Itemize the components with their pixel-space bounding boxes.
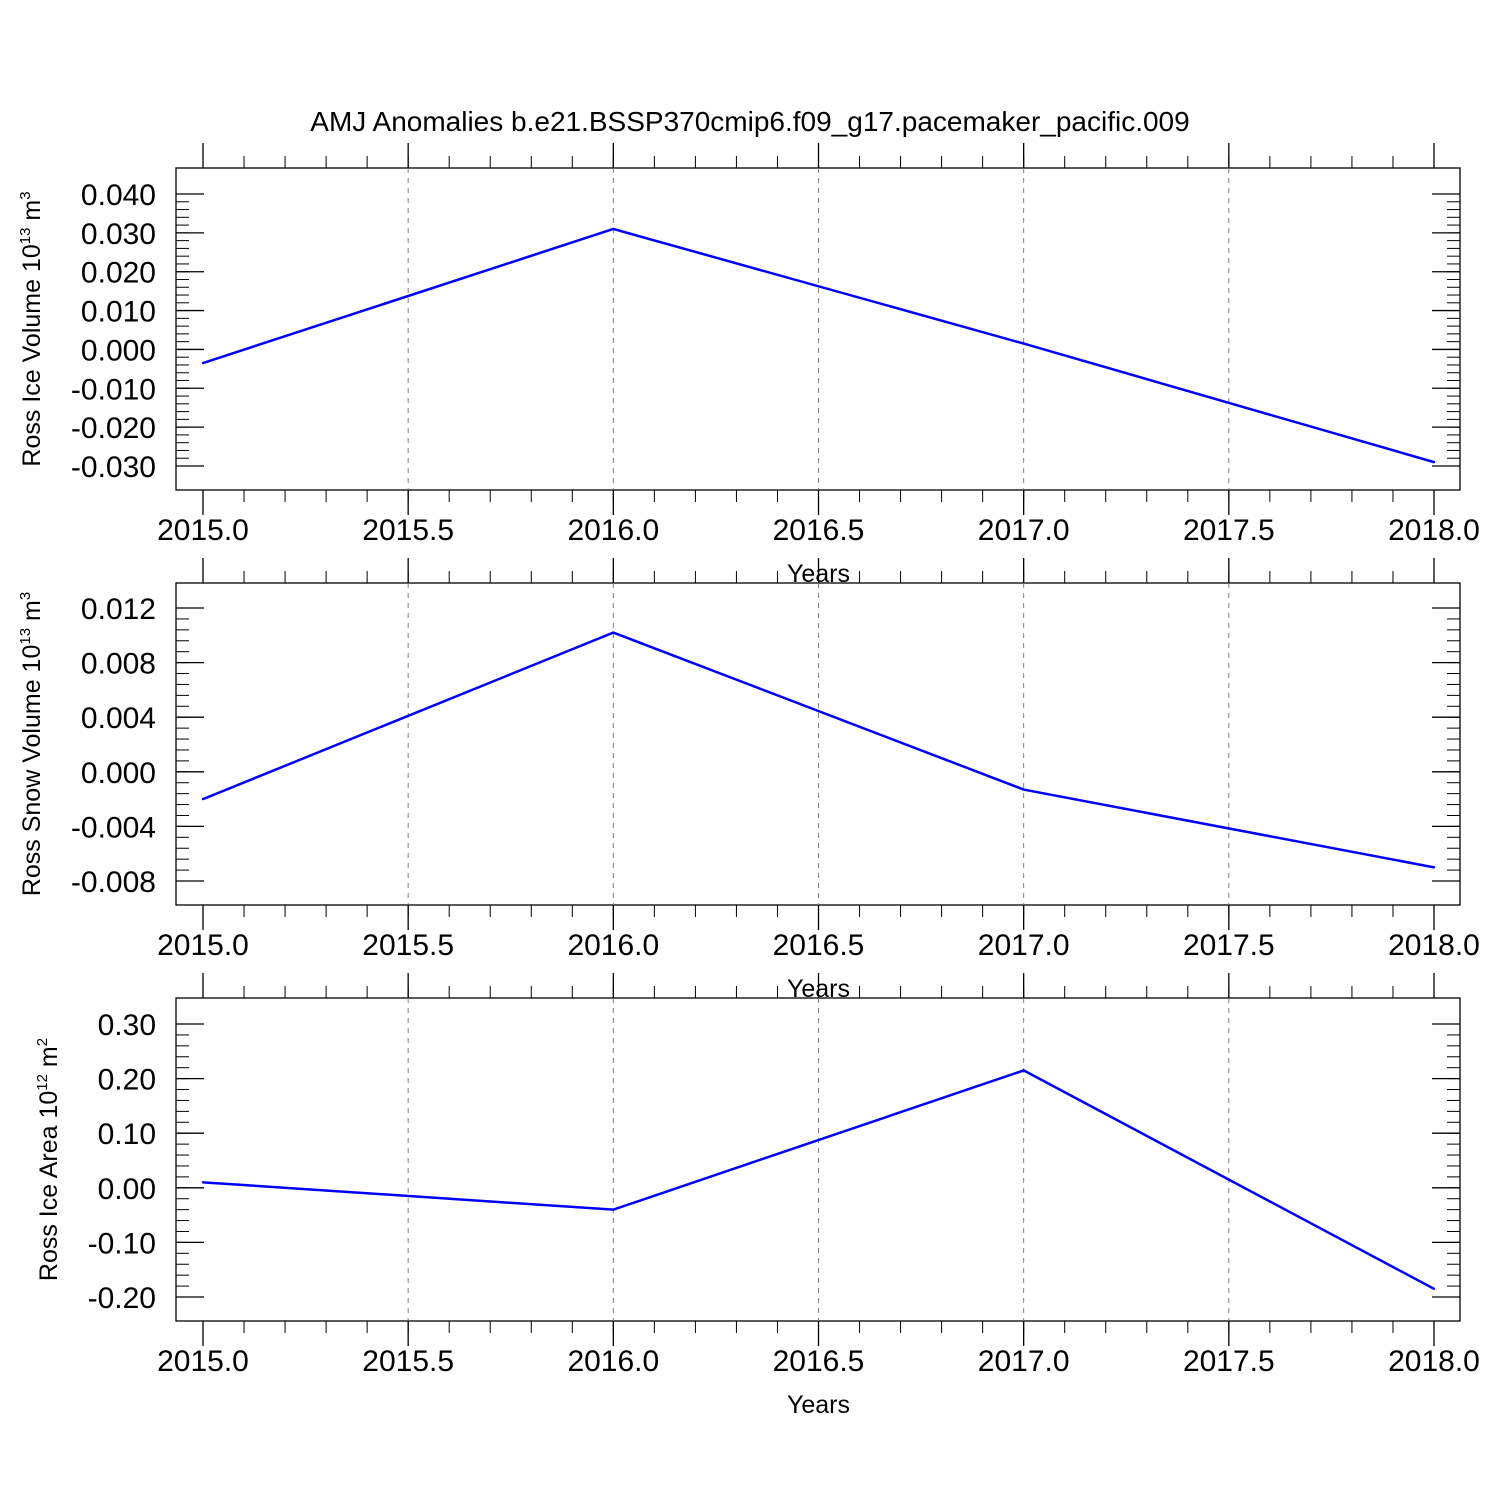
y-tick-label: 0.020 bbox=[81, 257, 156, 290]
x-tick-label: 2016.5 bbox=[773, 514, 865, 547]
y-tick-label: -0.10 bbox=[88, 1227, 156, 1260]
x-tick-label: 2016.0 bbox=[567, 514, 659, 547]
data-point bbox=[1432, 460, 1436, 464]
data-point bbox=[612, 631, 615, 634]
x-tick-label: 2017.5 bbox=[1183, 514, 1275, 547]
y-tick-label: 0.040 bbox=[81, 179, 156, 212]
x-tick-label: 2018.0 bbox=[1388, 929, 1480, 962]
x-tick-label: 2015.5 bbox=[362, 1345, 454, 1378]
data-point bbox=[201, 797, 205, 801]
data-point bbox=[612, 1208, 615, 1211]
data-point bbox=[1022, 788, 1025, 791]
chart-panel-1: 2015.0 2015.5 2016.0 2016.5 2017.0 2017.5 2018… bbox=[17, 143, 1480, 588]
x-tick-label: 2018.0 bbox=[1388, 514, 1480, 547]
x-tick-label: 2016.0 bbox=[567, 1345, 659, 1378]
x-tick-label: 2016.5 bbox=[773, 929, 865, 962]
chart-panel-2: 2015.0 2015.5 2016.0 2016.5 2017.0 2017.5 2018… bbox=[17, 558, 1480, 1003]
x-tick-label: 2015.0 bbox=[157, 1345, 249, 1378]
y-tick-label: -0.004 bbox=[71, 811, 156, 844]
x-tick-label: 2015.5 bbox=[362, 514, 454, 547]
y-axis-label: Ross Ice Area 1012 m2 bbox=[34, 1038, 63, 1281]
y-tick-label: 0.012 bbox=[81, 593, 156, 626]
x-tick-label: 2015.0 bbox=[157, 929, 249, 962]
y-tick-label: -0.010 bbox=[71, 373, 156, 406]
y-tick-label: 0.30 bbox=[98, 1009, 156, 1042]
y-tick-label: 0.030 bbox=[81, 218, 156, 251]
series-line bbox=[202, 631, 1435, 869]
data-point bbox=[612, 227, 615, 231]
x-tick-label: 2015.5 bbox=[362, 929, 454, 962]
chart-title: AMJ Anomalies b.e21.BSSP370cmip6.f09_g17… bbox=[310, 106, 1189, 137]
x-tick-label: 2017.5 bbox=[1183, 1345, 1275, 1378]
data-point bbox=[201, 361, 205, 365]
y-tick-label: 0.000 bbox=[81, 757, 156, 790]
data-point bbox=[1432, 866, 1436, 869]
y-tick-label: 0.008 bbox=[81, 648, 156, 681]
y-tick-label: 0.00 bbox=[98, 1173, 156, 1206]
data-point bbox=[1432, 1287, 1436, 1291]
y-tick-label: 0.10 bbox=[98, 1118, 156, 1151]
y-tick-label: 0.010 bbox=[81, 296, 156, 329]
y-axis-label: Ross Snow Volume 1013 m3 bbox=[17, 592, 46, 896]
series-line bbox=[202, 1069, 1435, 1290]
y-tick-label: 0.004 bbox=[81, 702, 156, 735]
y-tick-label: 0.000 bbox=[81, 334, 156, 367]
x-tick-label: 2017.5 bbox=[1183, 929, 1275, 962]
y-axis-label: Ross Ice Volume 1013 m3 bbox=[17, 191, 46, 466]
y-tick-label: 0.20 bbox=[98, 1064, 156, 1097]
y-tick-label: -0.20 bbox=[88, 1282, 156, 1315]
x-tick-label: 2017.0 bbox=[978, 929, 1070, 962]
x-tick-label: 2015.0 bbox=[157, 514, 249, 547]
x-tick-label: 2018.0 bbox=[1388, 1345, 1480, 1378]
data-point bbox=[201, 1181, 205, 1184]
y-tick-label: -0.030 bbox=[71, 451, 156, 484]
x-tick-label: 2016.0 bbox=[567, 929, 659, 962]
x-axis-label: Years bbox=[787, 1391, 850, 1419]
x-tick-label: 2016.5 bbox=[773, 1345, 865, 1378]
series-line bbox=[202, 227, 1435, 464]
data-point bbox=[1022, 1069, 1025, 1072]
chart-panel-3: 2015.0 2015.5 2016.0 2016.5 2017.0 2017.5 2018… bbox=[34, 973, 1480, 1419]
x-tick-label: 2017.0 bbox=[978, 514, 1070, 547]
x-tick-label: 2017.0 bbox=[978, 1345, 1070, 1378]
y-tick-label: -0.020 bbox=[71, 412, 156, 445]
y-tick-label: -0.008 bbox=[71, 866, 156, 899]
data-point bbox=[1022, 342, 1025, 345]
